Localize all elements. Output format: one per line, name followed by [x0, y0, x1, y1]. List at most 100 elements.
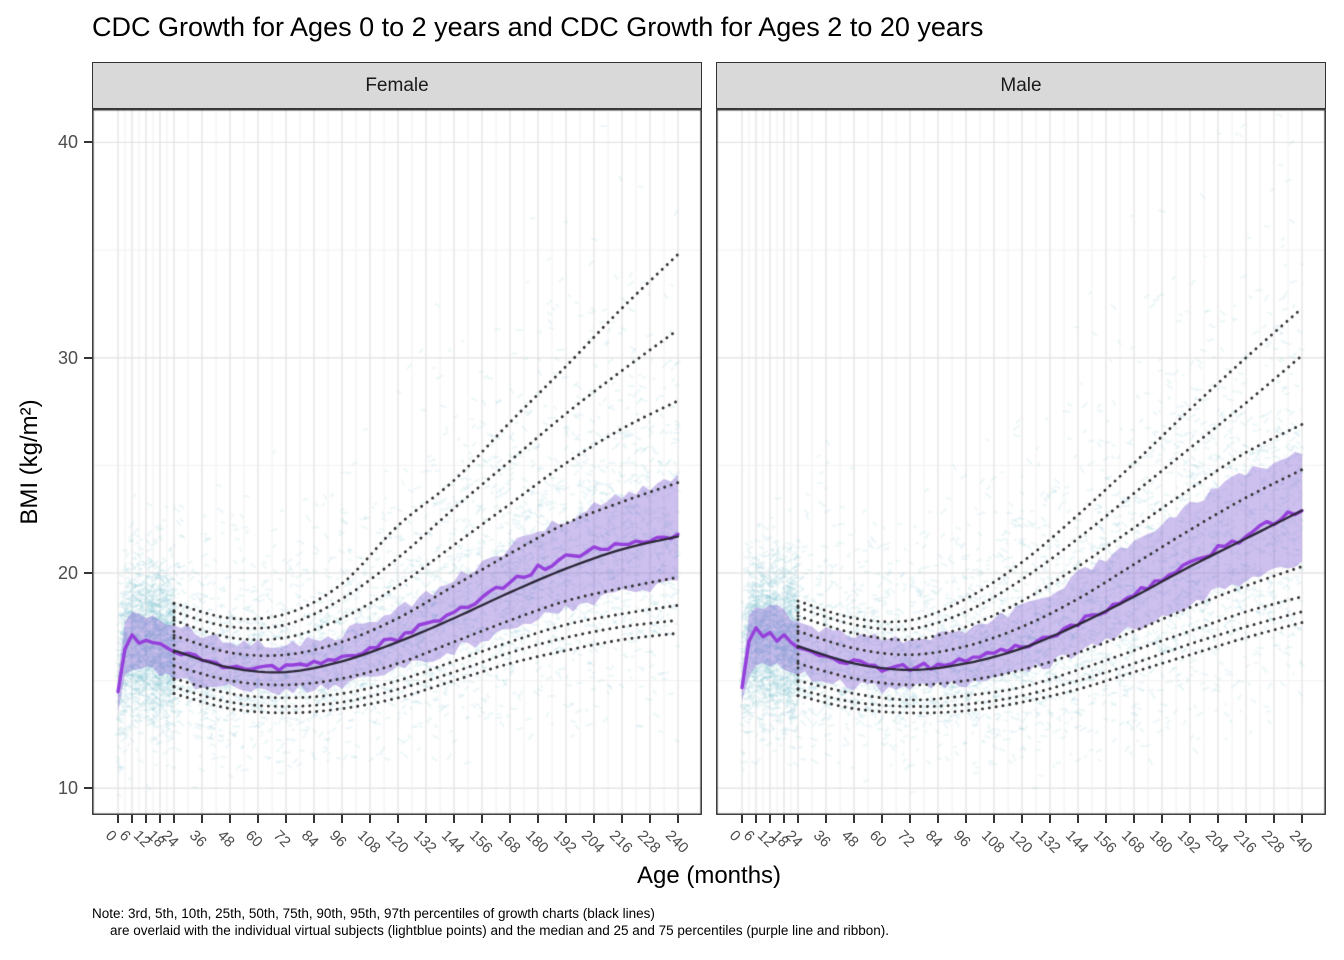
x-tick-mark	[1217, 815, 1219, 823]
x-tick-label: 84	[297, 827, 322, 851]
x-tick-mark	[537, 815, 539, 823]
x-tick-label: 108	[353, 827, 384, 857]
x-tick-mark	[565, 815, 567, 823]
y-tick-label: 20	[57, 562, 78, 583]
x-tick-mark	[313, 815, 315, 823]
facet-label-female: Female	[365, 74, 429, 96]
x-tick-mark	[1273, 815, 1275, 823]
x-tick-label: 84	[921, 827, 946, 851]
x-tick-mark	[1077, 815, 1079, 823]
x-tick-label: 216	[605, 827, 636, 857]
facet-label-male: Male	[1000, 74, 1042, 96]
x-tick-label: 144	[437, 827, 468, 857]
x-tick-mark	[1245, 815, 1247, 823]
x-tick-label: 36	[809, 827, 834, 851]
x-tick-label: 72	[269, 827, 294, 851]
x-tick-mark	[453, 815, 455, 823]
x-tick-label: 120	[1005, 827, 1036, 857]
x-tick-mark	[117, 815, 119, 823]
plot-panel-male	[716, 109, 1326, 815]
x-tick-label: 36	[185, 827, 210, 851]
x-tick-label: 96	[325, 827, 350, 851]
chart-title: CDC Growth for Ages 0 to 2 years and CDC…	[92, 12, 984, 42]
x-tick-label: 180	[1145, 827, 1176, 857]
y-tick-mark	[84, 356, 92, 359]
x-tick-label: 96	[949, 827, 974, 851]
x-tick-label: 216	[1229, 827, 1260, 857]
y-tick-label: 40	[57, 132, 78, 153]
x-tick-mark	[1049, 815, 1051, 823]
x-tick-label: 48	[837, 827, 862, 851]
x-tick-mark	[621, 815, 623, 823]
x-tick-label: 144	[1061, 827, 1092, 857]
x-tick-mark	[755, 815, 757, 823]
x-tick-mark	[965, 815, 967, 823]
x-tick-mark	[1133, 815, 1135, 823]
x-tick-mark	[257, 815, 259, 823]
y-tick-mark	[84, 787, 92, 790]
x-tick-mark	[1021, 815, 1023, 823]
x-tick-mark	[797, 815, 799, 823]
x-tick-mark	[1161, 815, 1163, 823]
x-tick-label: 120	[381, 827, 412, 857]
x-tick-label: 156	[1089, 827, 1120, 857]
x-tick-mark	[769, 815, 771, 823]
x-tick-label: 132	[409, 827, 440, 857]
x-tick-mark	[993, 815, 995, 823]
x-tick-mark	[1189, 815, 1191, 823]
x-tick-label: 168	[493, 827, 524, 857]
x-tick-label: 204	[1201, 827, 1232, 857]
x-tick-mark	[159, 815, 161, 823]
x-tick-label: 228	[633, 827, 664, 857]
x-tick-label: 240	[1285, 827, 1316, 857]
x-tick-mark	[909, 815, 911, 823]
note-line-1: Note: 3rd, 5th, 10th, 25th, 50th, 75th, …	[92, 906, 655, 921]
x-tick-mark	[425, 815, 427, 823]
x-tick-label: 60	[865, 827, 890, 851]
x-tick-label: 108	[977, 827, 1008, 857]
x-tick-label: 60	[241, 827, 266, 851]
x-tick-mark	[481, 815, 483, 823]
x-tick-mark	[649, 815, 651, 823]
x-tick-mark	[131, 815, 133, 823]
x-tick-mark	[881, 815, 883, 823]
facet-strip-male: Male	[716, 62, 1326, 109]
y-tick-label: 30	[57, 347, 78, 368]
y-axis-title: BMI (kg/m²)	[16, 399, 43, 525]
x-tick-label: 132	[1033, 827, 1064, 857]
x-tick-label: 72	[893, 827, 918, 851]
x-tick-mark	[369, 815, 371, 823]
x-tick-label: 24	[157, 827, 182, 851]
x-tick-mark	[593, 815, 595, 823]
x-tick-mark	[937, 815, 939, 823]
x-tick-mark	[783, 815, 785, 823]
x-tick-label: 180	[521, 827, 552, 857]
plot-panel-female	[92, 109, 702, 815]
x-tick-mark	[229, 815, 231, 823]
x-tick-label: 228	[1257, 827, 1288, 857]
x-tick-mark	[853, 815, 855, 823]
note-line-2: are overlaid with the individual virtual…	[110, 923, 889, 938]
x-tick-mark	[1301, 815, 1303, 823]
x-tick-mark	[173, 815, 175, 823]
x-tick-mark	[677, 815, 679, 823]
y-tick-mark	[84, 571, 92, 574]
y-tick-mark	[84, 141, 92, 144]
x-tick-label: 192	[1173, 827, 1204, 857]
x-tick-label: 156	[465, 827, 496, 857]
x-axis-title: Age (months)	[636, 862, 782, 889]
x-tick-mark	[397, 815, 399, 823]
x-tick-mark	[145, 815, 147, 823]
x-tick-label: 24	[781, 827, 806, 851]
x-tick-label: 240	[661, 827, 692, 857]
y-tick-label: 10	[57, 778, 78, 799]
x-tick-label: 192	[549, 827, 580, 857]
x-tick-mark	[285, 815, 287, 823]
x-tick-mark	[1105, 815, 1107, 823]
x-tick-mark	[509, 815, 511, 823]
x-tick-mark	[741, 815, 743, 823]
x-tick-mark	[201, 815, 203, 823]
x-tick-label: 48	[213, 827, 238, 851]
x-tick-mark	[341, 815, 343, 823]
